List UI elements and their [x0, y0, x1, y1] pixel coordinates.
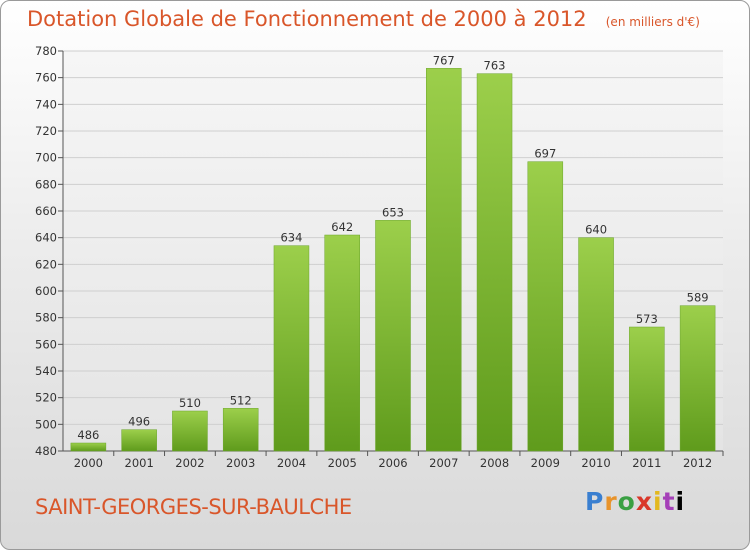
x-tick-label: 2006	[378, 456, 407, 470]
data-label: 653	[382, 205, 404, 219]
logo-letter: x	[635, 487, 653, 516]
y-tick-label: 760	[35, 71, 57, 85]
y-tick-label: 560	[35, 337, 57, 351]
data-label: 763	[484, 59, 506, 73]
bar	[172, 410, 208, 452]
data-label: 767	[433, 53, 455, 67]
bar	[375, 220, 411, 452]
y-tick-label: 480	[35, 444, 57, 458]
bar	[476, 73, 513, 452]
bar	[426, 68, 462, 452]
y-tick-label: 720	[35, 124, 57, 138]
x-tick-label: 2008	[480, 456, 509, 470]
y-tick-label: 600	[35, 284, 57, 298]
data-label: 510	[179, 396, 201, 410]
y-tick-label: 700	[35, 151, 57, 165]
data-label: 697	[534, 147, 556, 161]
bar	[324, 234, 360, 452]
proxiti-logo: Proxiti	[585, 487, 685, 516]
logo-letter: r	[604, 487, 618, 516]
y-tick-label: 740	[35, 97, 57, 111]
y-tick-label: 580	[35, 311, 57, 325]
logo-letter: i	[653, 487, 663, 516]
chart-title: Dotation Globale de Fonctionnement de 20…	[27, 7, 700, 31]
bar	[121, 429, 157, 452]
x-tick-label: 2002	[175, 456, 204, 470]
bar	[70, 442, 107, 452]
chart-title-main: Dotation Globale de Fonctionnement de 20…	[27, 7, 587, 31]
logo-letter: o	[617, 487, 636, 516]
bar	[527, 161, 564, 452]
y-tick-label: 540	[35, 364, 57, 378]
bar	[273, 245, 310, 452]
x-tick-label: 2000	[74, 456, 103, 470]
x-tick-label: 2001	[125, 456, 154, 470]
data-label: 642	[331, 220, 353, 234]
x-tick-label: 2005	[328, 456, 357, 470]
y-tick-label: 620	[35, 257, 57, 271]
y-tick-label: 780	[35, 44, 57, 58]
x-tick-label: 2010	[581, 456, 610, 470]
logo-letter: i	[675, 487, 686, 516]
bar	[679, 305, 716, 452]
data-label: 496	[128, 415, 150, 429]
x-tick-label: 2004	[277, 456, 306, 470]
data-label: 640	[585, 223, 607, 237]
data-label: 589	[687, 291, 709, 305]
commune-name: SAINT-GEORGES-SUR-BAULCHE	[35, 495, 352, 519]
y-tick-label: 640	[35, 231, 57, 245]
logo-letter: t	[662, 487, 676, 516]
bar	[629, 326, 665, 452]
x-tick-label: 2011	[632, 456, 661, 470]
y-tick-label: 500	[35, 417, 57, 431]
data-label: 486	[77, 428, 99, 442]
x-tick-label: 2007	[429, 456, 458, 470]
data-label: 512	[230, 393, 252, 407]
x-tick-label: 2012	[683, 456, 712, 470]
x-tick-label: 2009	[531, 456, 560, 470]
y-tick-label: 680	[35, 177, 57, 191]
x-tick-label: 2003	[226, 456, 255, 470]
chart-title-unit: (en milliers d'€)	[605, 15, 700, 29]
y-tick-label: 520	[35, 391, 57, 405]
bar	[578, 237, 614, 452]
bar	[222, 408, 259, 452]
logo-letter: P	[585, 487, 605, 516]
data-label: 573	[636, 312, 658, 326]
data-label: 634	[280, 231, 302, 245]
y-tick-label: 660	[35, 204, 57, 218]
